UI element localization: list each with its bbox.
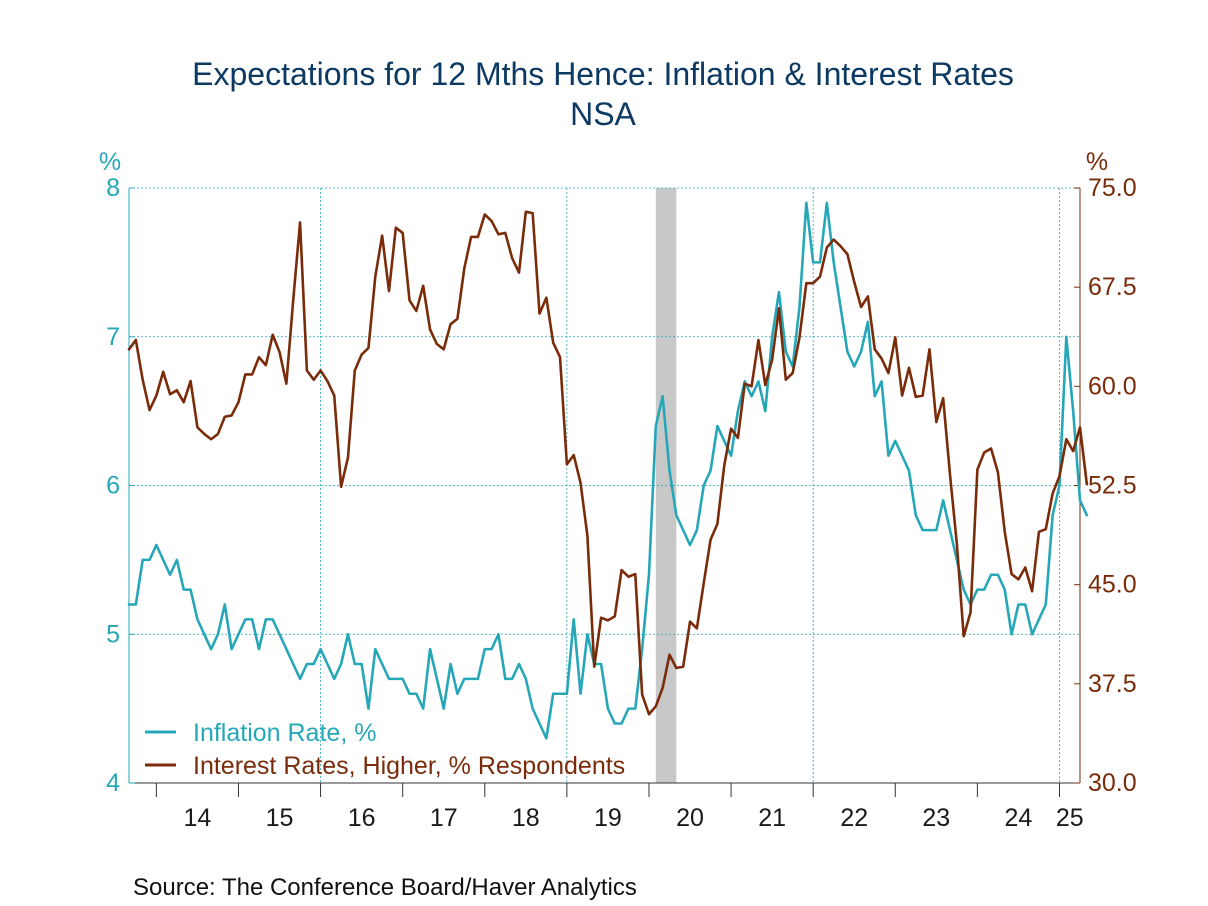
- left-tick-label-8: 8: [106, 174, 120, 202]
- left-tick-label-4: 4: [106, 769, 120, 797]
- x-tick-label-25: 25: [1056, 804, 1084, 832]
- left-axis-unit: %: [99, 148, 121, 176]
- x-tick-label-17: 17: [430, 804, 458, 832]
- x-tick-label-18: 18: [512, 804, 540, 832]
- chart-subtitle: NSA: [570, 96, 636, 132]
- right-tick-label-37.5: 37.5: [1088, 670, 1137, 698]
- left-tick-label-5: 5: [106, 620, 120, 648]
- x-tick-label-24: 24: [1005, 804, 1033, 832]
- right-tick-label-60.0: 60.0: [1088, 372, 1137, 400]
- right-tick-label-30.0: 30.0: [1088, 769, 1137, 797]
- x-tick-label-21: 21: [758, 804, 786, 832]
- legend-label-interest: Interest Rates, Higher, % Respondents: [193, 752, 625, 780]
- series-line-inflation: [127, 201, 1089, 740]
- x-tick-label-15: 15: [266, 804, 294, 832]
- x-tick-label-20: 20: [676, 804, 704, 832]
- legend: Inflation Rate, % Interest Rates, Higher…: [145, 719, 625, 780]
- x-tick-label-22: 22: [840, 804, 868, 832]
- series-lines: [127, 201, 1089, 740]
- right-tick-label-67.5: 67.5: [1088, 273, 1137, 301]
- x-tick-label-14: 14: [184, 804, 212, 832]
- left-tick-label-7: 7: [106, 323, 120, 351]
- left-tick-label-6: 6: [106, 472, 120, 500]
- right-axis-unit: %: [1086, 148, 1108, 176]
- series-line-interest: [127, 210, 1089, 716]
- chart-title: Expectations for 12 Mths Hence: Inflatio…: [192, 56, 1014, 92]
- x-tick-label-19: 19: [594, 804, 622, 832]
- right-tick-label-75.0: 75.0: [1088, 174, 1137, 202]
- x-tick-label-16: 16: [348, 804, 376, 832]
- axes: 8 7 6 5 4 75.0 67.5 60.0 52.5 45.0 37.5 30.0 14 15 16 1…: [106, 174, 1137, 832]
- legend-label-inflation: Inflation Rate, %: [193, 719, 376, 747]
- right-tick-label-52.5: 52.5: [1088, 472, 1137, 500]
- source-note: Source: The Conference Board/Haver Analy…: [133, 874, 637, 901]
- right-tick-label-45.0: 45.0: [1088, 571, 1137, 599]
- x-tick-label-23: 23: [922, 804, 950, 832]
